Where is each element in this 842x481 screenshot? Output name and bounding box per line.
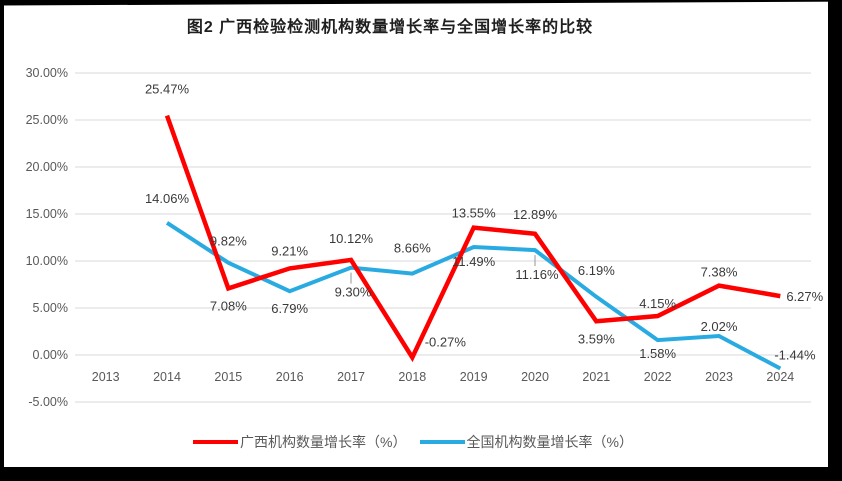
x-axis-year-label: 2017: [337, 370, 365, 384]
data-label: 8.66%: [394, 241, 431, 256]
y-axis-tick-label: 0.00%: [33, 348, 68, 362]
legend-label-national: 全国机构数量增长率（%）: [466, 434, 633, 450]
scan-border-top: [0, 0, 842, 6]
x-axis-year-label: 2021: [582, 370, 610, 384]
data-label: 9.21%: [271, 243, 308, 258]
y-axis-tick-label: 5.00%: [33, 301, 68, 315]
data-label: 7.08%: [210, 298, 247, 313]
y-axis-tick-label: 10.00%: [26, 254, 68, 268]
data-label: 14.06%: [145, 191, 190, 206]
line-chart-plot-area: 30.00% 25.00% 20.00% 15.00% 10.00% 5.00% 0.00%…: [26, 66, 824, 409]
scan-border-left: [0, 0, 4, 481]
legend-label-guangxi: 广西机构数量增长率（%）: [240, 434, 407, 450]
data-label: -1.44%: [774, 348, 816, 363]
y-axis-tick-label: 25.00%: [26, 113, 68, 127]
data-label: 13.55%: [452, 206, 497, 221]
chart-legend: 广西机构数量增长率（%） 全国机构数量增长率（%）: [10, 432, 816, 452]
x-axis-year-label: 2024: [766, 370, 794, 384]
x-axis-year-label: 2019: [460, 370, 488, 384]
y-axis-tick-label: 20.00%: [26, 160, 68, 174]
data-label: 11.16%: [515, 267, 559, 282]
data-label: -0.27%: [425, 335, 467, 350]
x-axis-year-label: 2022: [644, 370, 672, 384]
scan-border-bottom: [0, 467, 842, 481]
x-axis-year-label: 2023: [705, 370, 733, 384]
y-axis-tick-label: 30.00%: [26, 66, 68, 80]
x-axis-year-label: 2014: [153, 370, 181, 384]
legend-line-national-icon: [419, 440, 465, 444]
legend-item-national: 全国机构数量增长率（%）: [419, 432, 633, 452]
x-axis-year-label: 2018: [398, 370, 426, 384]
data-label: 9.30%: [335, 285, 372, 300]
data-label: 10.12%: [329, 231, 374, 246]
data-label: 25.47%: [145, 82, 190, 97]
x-axis-year-label: 2015: [214, 370, 242, 384]
data-label: 4.15%: [639, 296, 676, 311]
data-label: 1.58%: [639, 346, 676, 361]
x-axis-year-label: 2016: [276, 370, 304, 384]
legend-line-guangxi-icon: [193, 440, 239, 444]
data-label: 7.38%: [701, 265, 738, 280]
legend-item-guangxi: 广西机构数量增长率（%）: [193, 432, 407, 452]
data-label: 11.49%: [452, 254, 496, 269]
data-label: 12.89%: [513, 207, 558, 222]
chart-title: 图2 广西检验检测机构数量增长率与全国增长率的比较: [186, 19, 594, 36]
data-label: 9.82%: [210, 234, 247, 249]
data-label: 6.19%: [578, 263, 615, 278]
x-axis-year-label: 2020: [521, 370, 549, 384]
series-line-guangxi: [164, 114, 781, 363]
data-label: 2.02%: [701, 319, 738, 334]
data-label: 3.59%: [578, 331, 615, 346]
y-axis-tick-label: -5.00%: [28, 395, 68, 409]
x-axis-year-label: 2013: [92, 370, 120, 384]
series-line-national: [165, 221, 782, 371]
y-axis-tick-label: 15.00%: [26, 207, 68, 221]
scan-border-right: [828, 0, 842, 481]
data-label: 6.27%: [786, 289, 823, 304]
data-label: 6.79%: [271, 301, 308, 316]
